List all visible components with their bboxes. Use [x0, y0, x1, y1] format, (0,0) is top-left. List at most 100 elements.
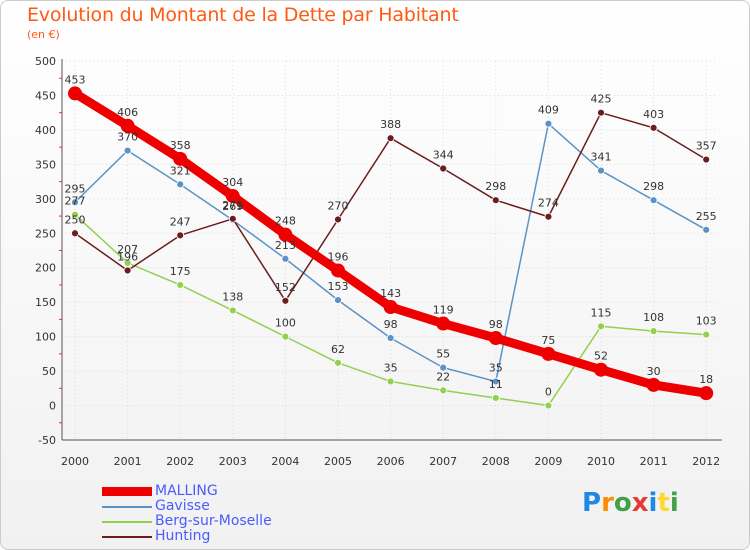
proxiti-logo: Proxiti: [582, 488, 679, 518]
data-label-hunting: 270: [328, 199, 349, 212]
data-point-gavisse: [123, 146, 132, 155]
data-point-gavisse: [439, 363, 448, 372]
data-point-malling: [278, 227, 293, 242]
data-label-hunting: 344: [433, 148, 454, 161]
data-point-hunting: [281, 296, 290, 305]
data-label-berg-sur-moselle: 103: [696, 315, 717, 328]
data-label-gavisse: 298: [643, 180, 664, 193]
data-label-hunting: 357: [696, 140, 717, 153]
data-label-malling: 304: [222, 176, 243, 189]
data-point-hunting: [228, 214, 237, 223]
chart-subtitle: (en €): [27, 28, 60, 41]
data-point-gavisse: [71, 198, 79, 207]
logo-letter: t: [657, 488, 670, 518]
data-label-berg-sur-moselle: 207: [117, 243, 138, 256]
data-point-berg-sur-moselle: [123, 259, 132, 267]
data-label-hunting: 403: [643, 108, 664, 121]
data-label-berg-sur-moselle: 11: [489, 378, 503, 391]
data-label-berg-sur-moselle: 138: [222, 290, 243, 303]
data-label-malling: 358: [170, 139, 191, 152]
data-label-malling: 196: [328, 250, 349, 263]
data-label-berg-sur-moselle: 0: [545, 386, 552, 399]
data-point-berg-sur-moselle: [544, 401, 553, 410]
logo-letter: o: [613, 488, 632, 518]
data-point-malling: [120, 118, 135, 133]
x-tick-label: 2003: [219, 455, 247, 468]
data-point-malling: [173, 151, 188, 166]
y-tick-label: 150: [35, 296, 56, 309]
data-label-hunting: 196: [117, 250, 138, 263]
data-label-gavisse: 213: [275, 239, 296, 252]
data-point-malling: [436, 316, 451, 331]
x-tick-label: 2001: [114, 455, 142, 468]
data-point-berg-sur-moselle: [386, 377, 395, 386]
y-tick-label: 300: [35, 193, 56, 206]
data-label-berg-sur-moselle: 35: [384, 361, 398, 374]
data-label-malling: 453: [65, 73, 86, 86]
data-label-gavisse: 295: [65, 182, 86, 195]
data-point-malling: [488, 331, 503, 346]
data-point-hunting: [702, 155, 711, 164]
y-tick-label: 200: [35, 262, 56, 275]
legend-swatch: [102, 506, 152, 508]
logo-letter: P: [582, 488, 602, 518]
data-point-gavisse: [702, 225, 711, 234]
data-point-berg-sur-moselle: [228, 306, 237, 315]
data-label-gavisse: 35: [489, 361, 503, 374]
y-tick-label: 350: [35, 158, 56, 171]
data-label-malling: 52: [594, 350, 608, 363]
data-point-gavisse: [176, 180, 185, 189]
data-point-hunting: [176, 231, 185, 240]
data-label-malling: 248: [275, 215, 296, 228]
data-point-gavisse: [597, 166, 605, 175]
data-label-malling: 18: [699, 373, 713, 386]
data-label-hunting: 152: [275, 281, 296, 294]
data-label-malling: 98: [489, 318, 503, 331]
x-tick-label: 2009: [534, 455, 562, 468]
data-point-berg-sur-moselle: [649, 327, 658, 336]
x-tick-label: 2000: [61, 455, 89, 468]
data-point-hunting: [491, 196, 500, 205]
data-label-hunting: 425: [591, 93, 612, 106]
chart-title: Evolution du Montant de la Dette par Hab…: [27, 4, 459, 26]
data-point-gavisse: [386, 334, 395, 342]
data-label-malling: 119: [433, 304, 454, 317]
data-label-berg-sur-moselle: 22: [436, 370, 450, 383]
data-point-malling: [594, 362, 608, 377]
x-tick-label: 2004: [271, 455, 299, 468]
data-point-gavisse: [334, 296, 342, 305]
y-tick-label: -50: [38, 434, 56, 447]
data-point-hunting: [334, 215, 342, 224]
y-tick-label: 500: [35, 55, 56, 68]
data-point-malling: [646, 377, 661, 392]
data-point-hunting: [544, 212, 553, 221]
data-label-gavisse: 370: [117, 131, 138, 144]
data-label-gavisse: 409: [538, 104, 559, 117]
x-tick-label: 2010: [587, 455, 615, 468]
data-point-hunting: [649, 123, 658, 132]
data-label-gavisse: 321: [170, 164, 191, 177]
data-point-hunting: [123, 266, 132, 275]
data-label-malling: 75: [541, 334, 555, 347]
data-point-malling: [383, 300, 398, 315]
data-label-gavisse: 98: [384, 318, 398, 331]
data-label-gavisse: 55: [436, 348, 450, 361]
legend-swatch: [102, 521, 152, 523]
data-label-gavisse: 341: [591, 151, 612, 164]
data-label-hunting: 247: [170, 215, 191, 228]
data-label-berg-sur-moselle: 62: [331, 343, 345, 356]
data-label-berg-sur-moselle: 100: [275, 317, 296, 330]
data-label-berg-sur-moselle: 115: [591, 306, 612, 319]
data-label-gavisse: 255: [696, 210, 717, 223]
data-label-malling: 406: [117, 106, 138, 119]
legend-label: Berg-sur-Moselle: [155, 513, 272, 529]
data-point-gavisse: [281, 254, 290, 263]
data-point-hunting: [439, 164, 448, 173]
x-tick-label: 2008: [482, 455, 510, 468]
data-label-hunting: 250: [65, 213, 86, 226]
data-point-hunting: [71, 229, 79, 238]
data-point-gavisse: [544, 119, 553, 128]
data-point-berg-sur-moselle: [439, 386, 448, 395]
y-tick-label: 100: [35, 331, 56, 344]
logo-letter: r: [601, 488, 614, 518]
